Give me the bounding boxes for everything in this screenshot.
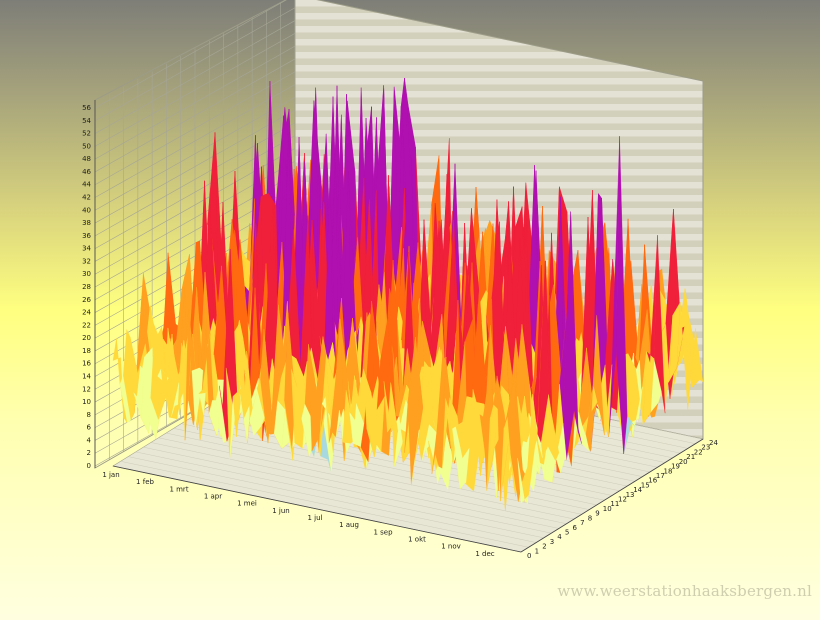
y-tick-label: 6 [87,424,92,432]
depth-tick-label: 23 [701,444,710,452]
x-tick-label: 1 mrt [169,485,188,493]
depth-tick-label: 19 [671,463,680,471]
surface-cell [517,458,529,504]
x-tick-label: 1 nov [441,543,461,551]
depth-tick-label: 0 [527,552,531,560]
depth-tick-label: 11 [610,500,619,508]
depth-tick-label: 8 [588,514,592,522]
floor-grid-line [128,456,537,543]
x-axis-ticks: 1 jan 1 feb 1 mrt 1 apr 1 mei 1 jun 1 jul 1 aug… [102,471,494,558]
y-tick-label: 34 [82,245,91,253]
y-axis-ticks: 0246810121416182022242628303234363840424… [82,104,91,470]
depth-tick-label: 1 [535,547,539,555]
y-tick-label: 16 [82,360,91,368]
depth-tick-label: 13 [626,491,635,499]
depth-tick-label: 18 [664,467,673,475]
y-tick-label: 42 [82,194,91,202]
floor-grid-line [150,442,559,529]
x-tick-label: 1 sep [373,528,393,536]
watermark: www.weerstationhaaksbergen.nl [557,582,812,600]
depth-tick-label: 12 [618,496,627,504]
depth-tick-label: 22 [694,448,703,456]
depth-tick-label: 2 [542,543,546,551]
floor-grid-line [166,432,575,520]
y-tick-label: 14 [82,373,91,381]
depth-tick-label: 4 [557,533,562,541]
y-tick-label: 32 [82,257,91,265]
x-tick-label: 1 feb [136,478,154,486]
y-tick-label: 40 [82,206,91,214]
floor-grid-line [135,451,544,539]
y-tick-label: 56 [82,104,91,112]
depth-tick-label: 21 [686,453,695,461]
depth-tick-label: 10 [603,505,612,513]
y-tick-label: 28 [82,283,91,291]
depth-axis-line [520,438,704,553]
x-tick-label: 1 dec [475,550,494,558]
x-tick-label: 1 apr [204,493,222,501]
depth-tick-label: 15 [641,481,650,489]
floor-grid-line [143,446,552,534]
depth-tick-label: 6 [573,524,578,532]
floor-grid-line [158,437,567,524]
x-axis-line [112,465,522,553]
y-tick-label: 36 [82,232,91,240]
depth-tick-label: 16 [648,477,657,485]
y-tick-label: 10 [82,398,91,406]
x-tick-label: 1 jan [102,471,119,479]
depth-tick-label: 5 [565,529,569,537]
x-tick-label: 1 mei [237,500,257,508]
y-tick-label: 0 [87,462,91,470]
y-tick-label: 24 [82,309,91,317]
x-tick-label: 1 jul [307,514,322,522]
depth-tick-label: 17 [656,472,665,480]
y-tick-label: 12 [82,385,91,393]
x-tick-label: 1 okt [408,536,426,544]
axes [94,100,704,553]
depth-tick-label: 14 [633,486,642,494]
x-tick-label: 1 jun [272,507,290,515]
y-tick-label: 20 [82,334,91,342]
y-tick-label: 26 [82,296,91,304]
y-tick-label: 4 [87,436,92,444]
surface-plot [112,77,704,511]
y-tick-label: 30 [82,270,91,278]
depth-tick-label: 3 [550,538,554,546]
floor-grid-line [120,461,529,548]
floor-grid-line [173,428,582,515]
y-tick-label: 48 [82,155,91,163]
y-tick-label: 52 [82,130,91,138]
y-tick-label: 44 [82,181,91,189]
depth-tick-label: 24 [709,439,718,447]
y-tick-label: 8 [87,411,91,419]
y-tick-label: 50 [82,142,91,150]
x-tick-label: 1 aug [339,521,359,529]
depth-tick-label: 7 [580,519,584,527]
y-tick-label: 18 [82,347,91,355]
y-tick-label: 46 [82,168,91,176]
depth-tick-label: 9 [595,510,599,518]
y-tick-label: 22 [82,321,91,329]
y-tick-label: 38 [82,219,91,227]
y-tick-label: 2 [87,449,91,457]
depth-tick-label: 20 [679,458,688,466]
y-tick-label: 54 [82,117,91,125]
